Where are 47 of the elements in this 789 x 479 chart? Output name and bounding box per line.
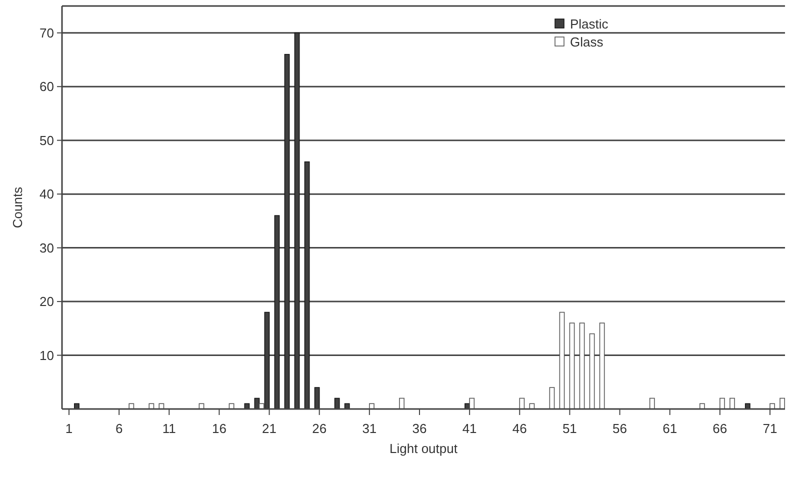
bar bbox=[559, 312, 565, 410]
bar bbox=[399, 398, 404, 410]
legend-label: Glass bbox=[570, 34, 604, 50]
bar bbox=[148, 403, 154, 410]
x-tick-label: 66 bbox=[712, 421, 728, 436]
x-tick-label: 1 bbox=[65, 421, 73, 436]
bar bbox=[730, 398, 735, 410]
bar bbox=[258, 403, 264, 410]
x-tick-label: 16 bbox=[212, 421, 226, 436]
x-tick-label: 56 bbox=[612, 421, 628, 436]
x-tick-label: 21 bbox=[262, 421, 277, 436]
bar bbox=[529, 403, 535, 410]
x-tick-label: 36 bbox=[412, 421, 427, 436]
bar bbox=[469, 398, 475, 410]
x-tick-label: 6 bbox=[115, 421, 123, 436]
bar bbox=[549, 387, 555, 410]
x-tick-label: 61 bbox=[662, 421, 678, 436]
bar bbox=[649, 398, 655, 410]
y-tick-label: 50 bbox=[40, 132, 54, 148]
y-tick-label: 60 bbox=[40, 79, 54, 94]
x-tick-label: 51 bbox=[562, 421, 577, 436]
bar bbox=[699, 403, 705, 410]
bar bbox=[128, 403, 134, 410]
bar bbox=[569, 322, 575, 410]
bar bbox=[720, 398, 725, 410]
x-tick-label: 31 bbox=[362, 421, 377, 436]
x-tick-label: 26 bbox=[312, 421, 327, 436]
bar bbox=[369, 403, 374, 410]
y-tick-label: 20 bbox=[40, 294, 54, 310]
legend-label: Plastic bbox=[570, 16, 609, 32]
y-tick-label: 10 bbox=[40, 348, 54, 363]
x-axis-title: Light output bbox=[390, 441, 458, 456]
bar bbox=[158, 403, 164, 410]
bar bbox=[770, 403, 775, 410]
x-tick-label: 11 bbox=[162, 421, 176, 436]
bar bbox=[599, 322, 605, 410]
x-tick-label: 71 bbox=[762, 421, 778, 436]
y-tick-label: 40 bbox=[40, 186, 54, 202]
bar bbox=[579, 322, 585, 410]
y-tick-label: 70 bbox=[40, 25, 54, 40]
x-tick-label: 41 bbox=[462, 421, 477, 436]
bar bbox=[589, 333, 595, 410]
bar bbox=[780, 398, 785, 410]
y-tick-label: 30 bbox=[40, 240, 54, 256]
bar bbox=[519, 398, 525, 410]
y-axis-title: Counts bbox=[10, 186, 25, 228]
x-tick-label: 46 bbox=[512, 421, 527, 436]
